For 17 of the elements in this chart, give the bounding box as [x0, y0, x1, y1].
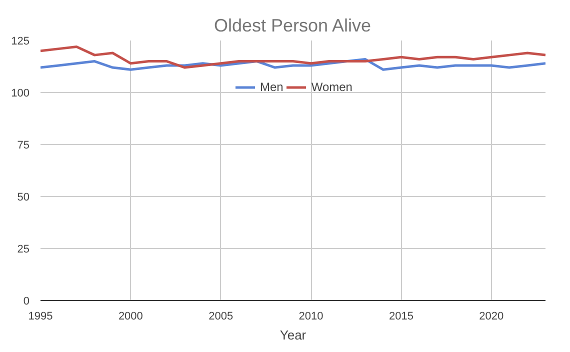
- line-series: [40, 45, 546, 69]
- legend-label: Men: [260, 80, 284, 94]
- legend-label: Women: [311, 80, 352, 94]
- x-axis-title: Year: [280, 328, 307, 342]
- x-tick-label: 1995: [28, 310, 53, 322]
- x-tick-label: 2020: [479, 310, 504, 322]
- y-tick-label: 100: [11, 88, 30, 100]
- chart-title: Oldest Person Alive: [214, 16, 372, 36]
- x-tick-label: 2005: [208, 310, 234, 322]
- y-tick-label: 75: [17, 140, 30, 152]
- x-tick-label: 2010: [298, 310, 324, 322]
- x-tick-label: 2000: [118, 310, 143, 322]
- y-tick-label: 0: [23, 296, 30, 308]
- y-tick-label: 50: [17, 192, 30, 204]
- y-tick-label: 125: [11, 36, 30, 48]
- y-tick-label: 25: [17, 244, 30, 256]
- x-tick-label: 2015: [388, 310, 414, 322]
